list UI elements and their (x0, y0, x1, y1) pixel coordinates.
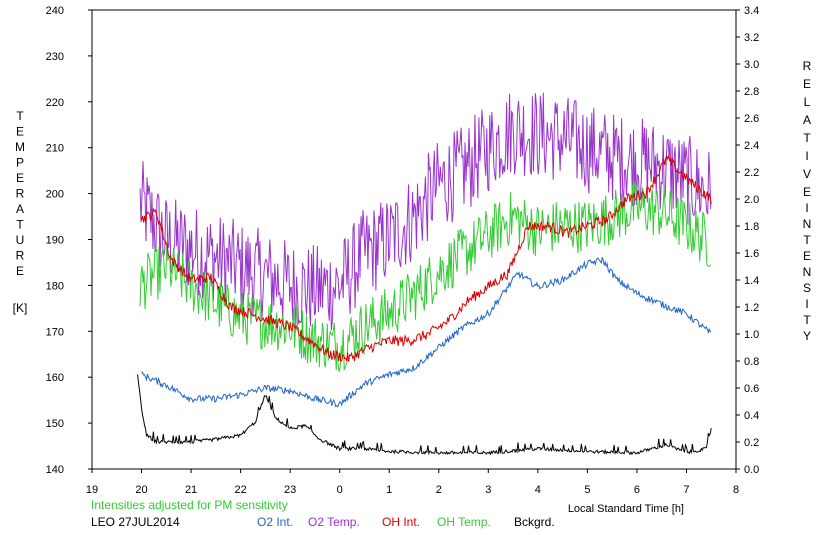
x-tick-label: 1 (386, 484, 392, 496)
x-tick-label: 22 (234, 484, 246, 496)
left-tick-label: 160 (46, 372, 64, 384)
right-tick-label: 2.6 (744, 113, 759, 125)
legend-oh-temp: OH Temp. (437, 515, 491, 529)
right-axis-ticks: 0.0 0.2 0.4 0.6 0.8 1.0 1.2 1.4 1.6 1.8 2.0 2.2 2.4 2… (736, 5, 759, 476)
left-axis-ticks: 140 150 160 170 180 190 200 210 220 230 240 (46, 5, 92, 476)
left-tick-label: 170 (46, 326, 64, 338)
right-tick-label: 1.0 (744, 329, 759, 341)
right-tick-label: 2.4 (744, 140, 759, 152)
right-label-letter: L (804, 95, 811, 109)
right-tick-label: 1.2 (744, 302, 759, 314)
left-label-letter: R (16, 249, 25, 263)
right-label-letter: Y (803, 329, 811, 343)
right-label-letter: I (805, 297, 808, 311)
left-label-letter: P (16, 156, 24, 170)
x-tick-label: 6 (634, 484, 640, 496)
right-tick-label: 0.4 (744, 410, 759, 422)
left-label-letter: A (16, 202, 24, 216)
right-label-letter: S (803, 281, 811, 295)
legend-bckgrd: Bckgrd. (514, 515, 555, 529)
x-tick-label: 21 (185, 484, 197, 496)
x-tick-label: 5 (584, 484, 590, 496)
right-tick-label: 0.0 (744, 464, 759, 476)
right-tick-label: 3.2 (744, 32, 759, 44)
left-label-letter: U (16, 233, 25, 247)
right-tick-label: 1.4 (744, 275, 759, 287)
right-tick-label: 2.0 (744, 194, 759, 206)
legend-o2-int: O2 Int. (257, 515, 294, 529)
sensitivity-note: Intensities adjusted for PM sensitivity (91, 498, 288, 512)
x-tick-label: 7 (683, 484, 689, 496)
x-tick-label: 8 (733, 484, 739, 496)
series-o2-int (141, 257, 712, 408)
x-tick-label: 3 (485, 484, 491, 496)
left-tick-label: 210 (46, 143, 64, 155)
right-tick-label: 0.8 (744, 356, 759, 368)
x-axis-label: Local Standard Time [h] (568, 503, 684, 515)
right-tick-label: 2.2 (744, 167, 759, 179)
left-tick-label: 190 (46, 235, 64, 247)
x-tick-label: 0 (337, 484, 343, 496)
right-label-letter: N (803, 265, 812, 279)
right-label-letter: I (805, 149, 808, 163)
series-bckgrd (137, 374, 712, 456)
x-axis-ticks: 19 20 21 22 23 0 1 2 3 4 5 6 7 8 (86, 469, 739, 496)
x-tick-label: 20 (135, 484, 147, 496)
right-label-letter: T (803, 233, 811, 247)
right-label-letter: T (803, 313, 811, 327)
series-layer (137, 92, 712, 456)
left-tick-label: 140 (46, 464, 64, 476)
right-label-letter: N (803, 217, 812, 231)
right-tick-label: 1.6 (744, 248, 759, 260)
right-tick-label: 0.2 (744, 437, 759, 449)
right-label-letter: V (803, 167, 811, 181)
right-label-letter: E (803, 185, 811, 199)
right-label-letter: E (803, 77, 811, 91)
left-tick-label: 240 (46, 5, 64, 17)
right-label-letter: I (805, 201, 808, 215)
right-tick-label: 3.0 (744, 59, 759, 71)
site-date: LEO 27JUL2014 (91, 515, 180, 529)
legend-oh-int: OH Int. (382, 515, 421, 529)
left-tick-label: 150 (46, 418, 64, 430)
x-tick-label: 2 (436, 484, 442, 496)
left-tick-label: 200 (46, 189, 64, 201)
left-label-letter: T (16, 218, 24, 232)
right-tick-label: 0.6 (744, 383, 759, 395)
left-label-letter: T (16, 109, 24, 123)
right-label-letter: R (803, 59, 812, 73)
left-axis-unit: [K] (13, 301, 28, 315)
left-label-letter: M (15, 140, 25, 154)
legend-o2-temp: O2 Temp. (308, 515, 360, 529)
series-o2-temp (139, 92, 712, 332)
left-label-letter: E (16, 171, 24, 185)
right-label-letter: E (803, 249, 811, 263)
right-label-letter: T (803, 131, 811, 145)
series-oh-temp (139, 181, 712, 372)
right-tick-label: 3.4 (744, 5, 759, 17)
right-tick-label: 2.8 (744, 86, 759, 98)
left-tick-label: 220 (46, 97, 64, 109)
left-label-letter: E (16, 264, 24, 278)
left-label-letter: R (16, 187, 25, 201)
left-tick-label: 180 (46, 280, 64, 292)
x-tick-label: 4 (535, 484, 541, 496)
series-oh-int (141, 154, 712, 362)
left-tick-label: 230 (46, 51, 64, 63)
right-label-letter: A (803, 113, 811, 127)
left-label-letter: E (16, 125, 24, 139)
x-tick-label: 19 (86, 484, 98, 496)
x-tick-label: 23 (284, 484, 296, 496)
right-tick-label: 1.8 (744, 221, 759, 233)
